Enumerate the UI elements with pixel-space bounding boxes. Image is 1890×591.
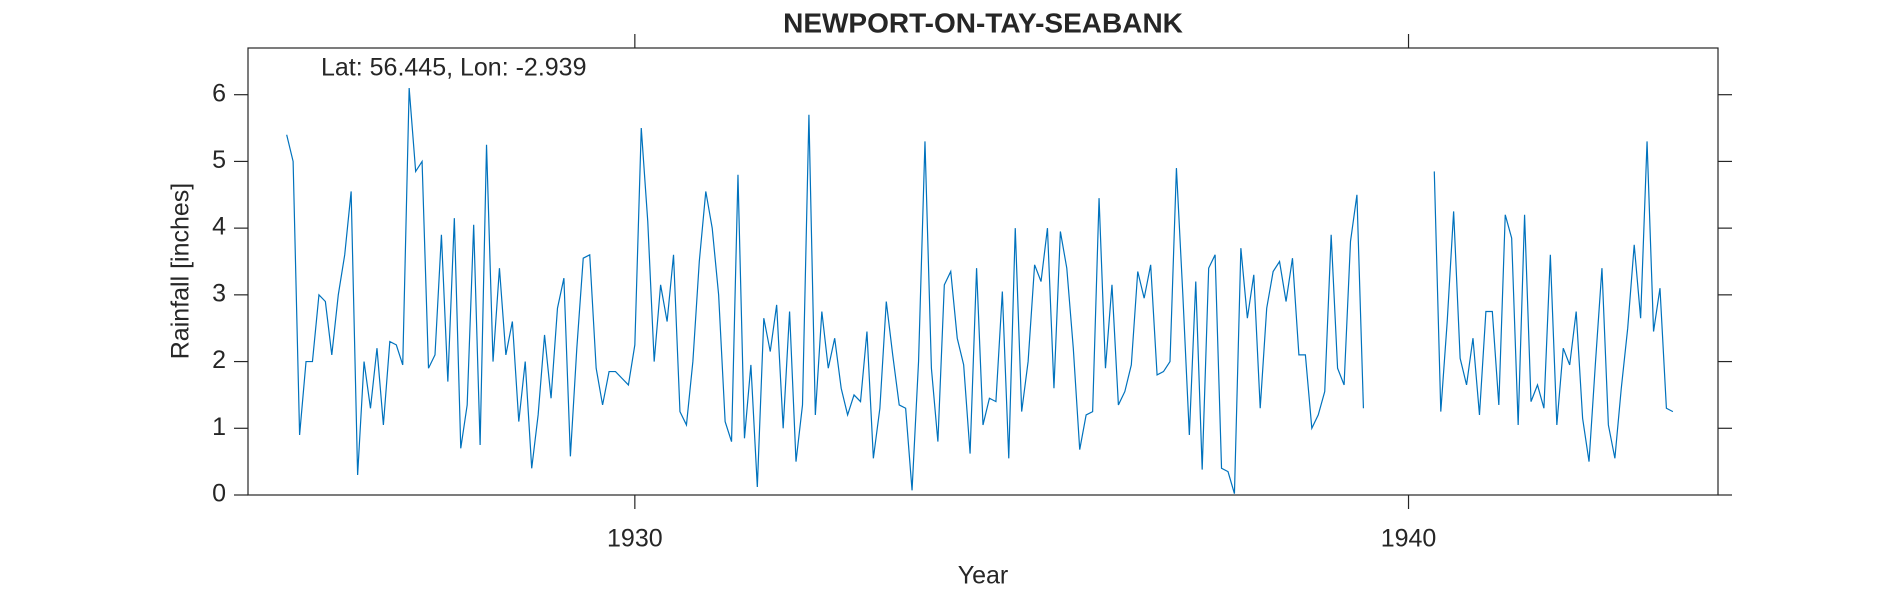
x-axis-label: Year — [958, 562, 1009, 590]
y-tick-label: 2 — [212, 346, 226, 374]
y-tick-label: 3 — [212, 279, 226, 307]
chart-title: NEWPORT-ON-TAY-SEABANK — [783, 7, 1183, 38]
x-tick-label: 1930 — [607, 525, 663, 553]
y-tick-label: 4 — [212, 213, 226, 241]
x-tick-label: 1940 — [1381, 525, 1437, 553]
data-line — [286, 87, 1674, 494]
y-tick-label: 6 — [212, 79, 226, 107]
annotation: Lat: 56.445, Lon: -2.939 — [321, 54, 587, 82]
y-tick-label: 0 — [212, 480, 226, 508]
y-tick-label: 1 — [212, 413, 226, 441]
axes-box — [247, 47, 1719, 496]
y-tick-label: 5 — [212, 146, 226, 174]
y-axis-label: Rainfall [inches] — [167, 183, 195, 359]
